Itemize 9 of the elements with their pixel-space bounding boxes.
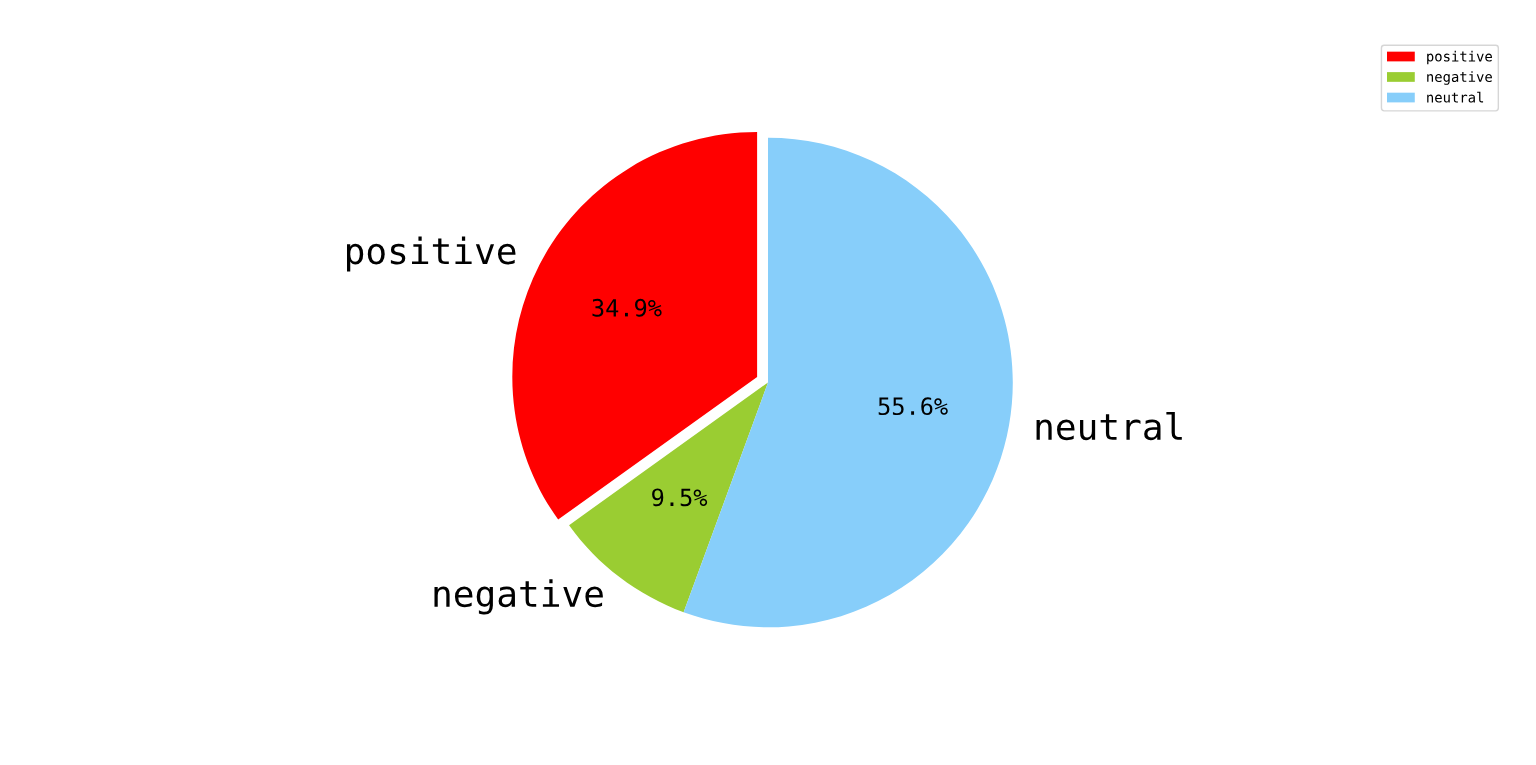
legend-label: positive [1427,50,1492,65]
slice-label: positive [347,236,516,272]
slice-label: negative [434,579,603,615]
slice-label: neutral [1036,412,1182,441]
legend-label: neutral [1427,91,1484,103]
legend-label: negative [1427,71,1492,85]
data-label: 34.9% [592,298,662,317]
data-label: 55.6% [878,397,948,416]
data-label: 9.5% [652,488,708,507]
